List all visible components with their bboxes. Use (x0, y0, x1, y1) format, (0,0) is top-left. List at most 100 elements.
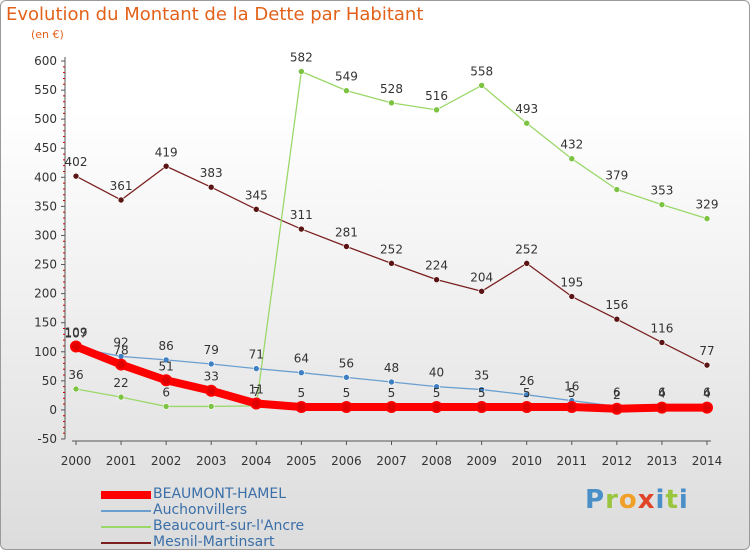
legend-label: Mesnil-Martinsart (153, 534, 275, 550)
data-point-beaucourt-sur-l-ancre (703, 215, 711, 222)
data-label-auchonvillers: 56 (339, 356, 354, 370)
data-point-beaucourt-sur-l-ancre (568, 155, 576, 162)
chart-unit-label: (en €) (31, 28, 64, 41)
data-point-auchonvillers (433, 383, 440, 390)
x-tick-label: 2005 (286, 454, 317, 468)
data-point-beaumont-hamel (475, 401, 488, 414)
data-point-beaucourt-sur-l-ancre (117, 393, 125, 401)
data-point-auchonvillers (343, 374, 350, 381)
x-tick-label: 2003 (196, 454, 227, 468)
x-tick-label: 2013 (647, 454, 678, 468)
data-label-beaucourt-sur-l-ancre: 379 (605, 169, 628, 183)
data-point-beaumont-hamel (520, 401, 533, 414)
data-label-beaucourt-sur-l-ancre: 7 (252, 385, 260, 399)
series-line-beaucourt-sur-l-ancre (75, 70, 708, 408)
y-tick-label: 250 (34, 258, 57, 272)
data-point-beaucourt-sur-l-ancre (523, 119, 531, 127)
data-label-mesnil-martinsart: 311 (290, 208, 313, 222)
data-point-mesnil-martinsart (613, 315, 621, 323)
data-point-mesnil-martinsart (523, 260, 531, 267)
y-tick-label: 0 (49, 403, 57, 417)
data-label-beaucourt-sur-l-ancre: 516 (425, 89, 448, 103)
data-point-mesnil-martinsart (433, 276, 440, 283)
data-point-beaumont-hamel (655, 401, 668, 414)
y-tick-label: 150 (34, 316, 57, 330)
data-label-mesnil-martinsart: 77 (699, 344, 714, 358)
legend-swatch (101, 526, 151, 528)
y-tick-label: 550 (34, 83, 57, 97)
data-point-mesnil-martinsart (388, 260, 395, 267)
data-label-beaumont-hamel: 51 (159, 359, 174, 373)
x-tick-label: 2012 (602, 454, 633, 468)
data-label-beaumont-hamel: 5 (343, 386, 351, 400)
legend-item: Beaucourt-sur-l'Ancre (101, 518, 361, 535)
data-point-beaumont-hamel (160, 374, 173, 387)
data-label-auchonvillers: 40 (429, 366, 444, 380)
data-label-beaumont-hamel: 2 (613, 388, 621, 402)
data-point-mesnil-martinsart (162, 162, 170, 170)
data-label-mesnil-martinsart: 383 (200, 166, 223, 180)
data-point-mesnil-martinsart (343, 243, 350, 250)
data-label-beaucourt-sur-l-ancre: 582 (290, 50, 313, 64)
y-tick-label: 400 (34, 170, 57, 184)
legend-swatch (101, 510, 151, 512)
data-point-beaumont-hamel (701, 401, 713, 414)
data-point-mesnil-martinsart (72, 172, 80, 180)
x-tick-label: 2002 (151, 454, 182, 468)
data-label-mesnil-martinsart: 156 (605, 298, 628, 312)
data-point-auchonvillers (207, 360, 215, 368)
data-label-beaumont-hamel: 5 (523, 386, 531, 400)
data-label-beaumont-hamel: 5 (433, 386, 441, 400)
data-label-auchonvillers: 26 (519, 374, 534, 388)
data-point-mesnil-martinsart (207, 183, 215, 191)
data-label-mesnil-martinsart: 402 (65, 155, 88, 169)
data-label-mesnil-martinsart: 224 (425, 259, 448, 273)
data-point-beaucourt-sur-l-ancre (613, 186, 621, 193)
data-point-beaucourt-sur-l-ancre (478, 82, 485, 89)
proxiti-logo: Proxiti (585, 485, 689, 515)
data-point-beaucourt-sur-l-ancre (433, 106, 440, 114)
legend-label: Auchonvillers (153, 502, 248, 518)
data-point-auchonvillers (162, 356, 170, 364)
data-point-beaumont-hamel (340, 401, 353, 414)
x-tick-label: 2004 (241, 454, 272, 468)
legend-swatch (101, 542, 151, 544)
data-point-beaumont-hamel (430, 401, 443, 414)
data-label-mesnil-martinsart: 116 (650, 321, 673, 335)
data-label-beaumont-hamel: 78 (113, 344, 128, 358)
legend-swatch (101, 491, 151, 499)
chart-legend: BEAUMONT-HAMEL Auchonvillers Beaucourt-sur… (101, 486, 361, 550)
data-label-auchonvillers: 64 (294, 352, 309, 366)
data-label-mesnil-martinsart: 195 (560, 276, 583, 290)
data-label-beaumont-hamel: 5 (388, 386, 396, 400)
data-point-beaumont-hamel (385, 401, 398, 414)
y-tick-label: 450 (34, 141, 57, 155)
data-label-beaumont-hamel: 5 (298, 386, 306, 400)
data-point-beaucourt-sur-l-ancre (343, 87, 350, 94)
data-point-mesnil-martinsart (478, 287, 485, 295)
data-point-beaucourt-sur-l-ancre (207, 403, 215, 410)
data-label-beaumont-hamel: 33 (204, 370, 219, 384)
data-point-beaumont-hamel (565, 401, 578, 414)
data-label-beaucourt-sur-l-ancre: 6 (162, 385, 170, 399)
data-point-beaucourt-sur-l-ancre (298, 68, 305, 75)
data-label-beaumont-hamel: 4 (703, 387, 711, 401)
data-point-mesnil-martinsart (298, 225, 305, 233)
y-tick-label: 100 (34, 345, 57, 359)
data-point-beaumont-hamel (250, 397, 263, 410)
legend-item: Mesnil-Martinsart (101, 534, 361, 550)
data-point-auchonvillers (252, 365, 260, 372)
data-label-beaucourt-sur-l-ancre: 329 (696, 198, 719, 212)
y-tick-label: 200 (34, 287, 57, 301)
data-point-mesnil-martinsart (117, 196, 125, 204)
data-label-auchonvillers: 92 (113, 335, 128, 349)
data-label-auchonvillers: 35 (474, 369, 489, 383)
y-tick-label: -50 (37, 432, 57, 446)
data-point-beaumont-hamel (115, 358, 128, 371)
y-tick-label: 300 (34, 228, 57, 242)
data-label-beaucourt-sur-l-ancre: 353 (650, 184, 673, 198)
data-point-beaumont-hamel (205, 384, 218, 397)
data-label-beaucourt-sur-l-ancre: 36 (68, 368, 83, 382)
data-point-auchonvillers (298, 369, 305, 377)
